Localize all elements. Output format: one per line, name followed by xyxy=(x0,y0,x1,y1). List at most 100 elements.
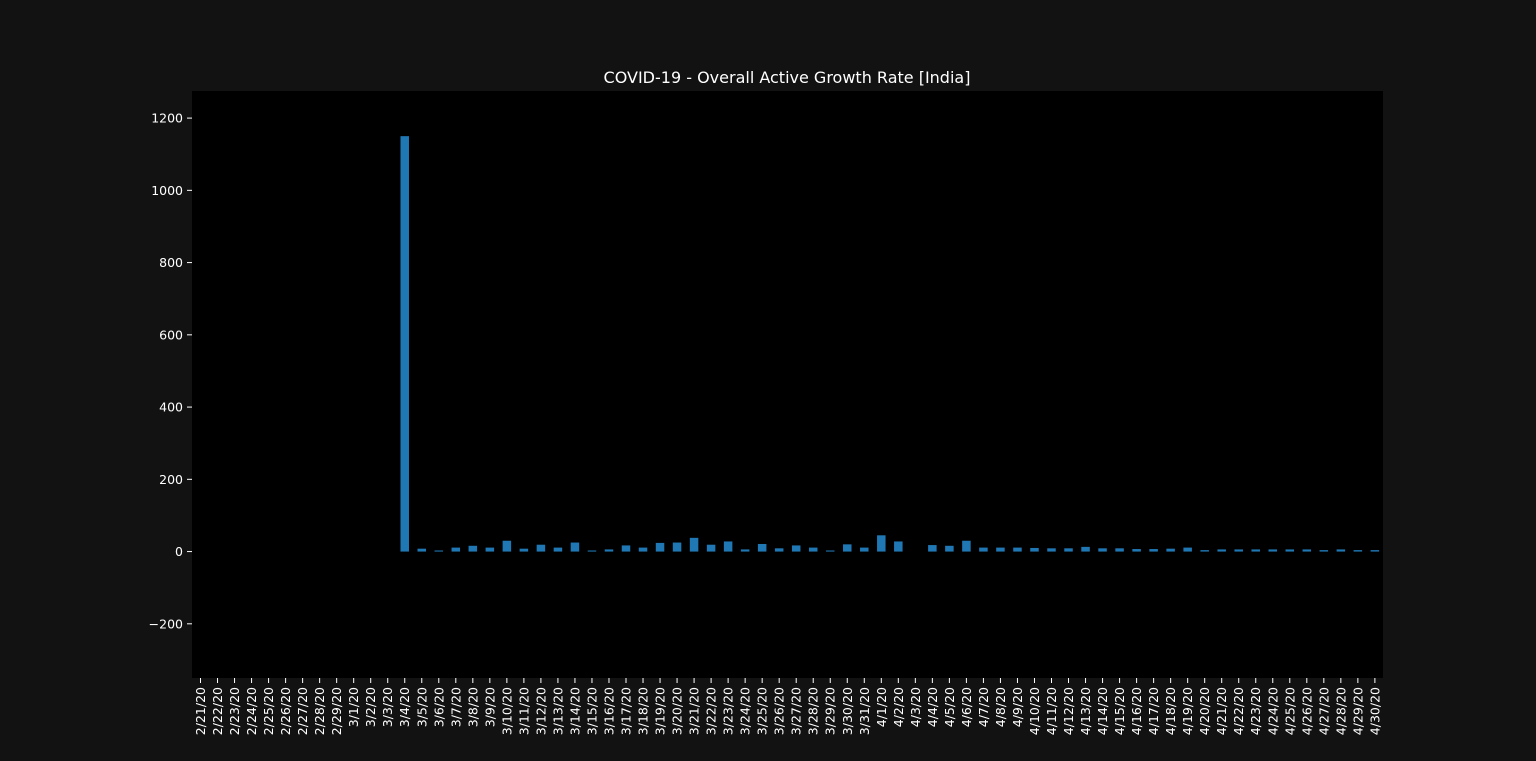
x-axis: 2/21/20 2/22/20 2/23/20 2/24/20 2/25/20 2/26/… xyxy=(193,678,1382,735)
x-tick-label: 3/26/20 xyxy=(772,687,787,735)
bar-4-24-20 xyxy=(1268,549,1278,552)
y-tick-label: 800 xyxy=(159,255,183,270)
x-tick-label: 3/12/20 xyxy=(533,687,548,735)
bar-4-5-20 xyxy=(945,545,954,552)
bar-4-22-20 xyxy=(1234,549,1243,552)
x-tick-label: 2/27/20 xyxy=(295,687,310,735)
x-tick-label: 3/10/20 xyxy=(499,687,514,735)
y-tick-label: 1000 xyxy=(151,183,183,198)
x-tick-label: 3/29/20 xyxy=(823,687,838,735)
x-tick-label: 4/7/20 xyxy=(976,687,991,727)
x-tick-label: 2/22/20 xyxy=(210,687,225,735)
bar-3-10-20 xyxy=(502,540,512,552)
bar-4-9-20 xyxy=(1013,547,1022,552)
bar-4-7-20 xyxy=(979,547,988,552)
x-tick-label: 3/25/20 xyxy=(755,687,770,735)
bar-3-5-20 xyxy=(417,548,427,552)
x-tick-label: 3/21/20 xyxy=(687,687,702,735)
bar-4-4-20 xyxy=(928,545,937,552)
bar-3-27-20 xyxy=(791,545,801,552)
bar-3-14-20 xyxy=(570,542,580,552)
y-tick-label: −200 xyxy=(149,616,183,631)
bars xyxy=(400,136,1380,552)
x-tick-label: 4/1/20 xyxy=(874,687,889,727)
x-tick-label: 4/16/20 xyxy=(1129,687,1144,735)
x-tick-label: 3/27/20 xyxy=(789,687,804,735)
x-tick-label: 3/31/20 xyxy=(857,687,872,735)
x-tick-label: 3/18/20 xyxy=(636,687,651,735)
bar-3-26-20 xyxy=(774,548,784,552)
y-axis: −200 0 200 400 600 800 1000 1200 xyxy=(149,111,192,631)
bar-4-11-20 xyxy=(1047,548,1056,552)
x-tick-label: 4/23/20 xyxy=(1248,687,1263,735)
bar-3-25-20 xyxy=(757,543,767,552)
x-tick-label: 4/19/20 xyxy=(1180,687,1195,735)
bar-3-29-20 xyxy=(825,550,835,552)
bar-3-15-20 xyxy=(587,550,597,552)
x-tick-label: 4/2/20 xyxy=(891,687,906,727)
x-tick-label: 3/5/20 xyxy=(414,687,429,727)
x-tick-label: 4/11/20 xyxy=(1044,687,1059,735)
x-tick-label: 3/11/20 xyxy=(516,687,531,735)
bar-4-10-20 xyxy=(1030,547,1039,552)
x-tick-label: 3/23/20 xyxy=(721,687,736,735)
x-tick-label: 3/3/20 xyxy=(380,687,395,727)
x-tick-label: 3/6/20 xyxy=(431,687,446,727)
bar-3-22-20 xyxy=(706,544,716,552)
bar-3-6-20 xyxy=(434,550,444,552)
bar-4-18-20 xyxy=(1166,548,1175,552)
bar-4-8-20 xyxy=(996,547,1005,552)
x-tick-label: 3/4/20 xyxy=(397,687,412,727)
bar-3-16-20 xyxy=(604,549,614,552)
x-tick-label: 2/24/20 xyxy=(244,687,259,735)
x-tick-label: 3/24/20 xyxy=(738,687,753,735)
x-tick-label: 4/9/20 xyxy=(1010,687,1025,727)
x-tick-label: 3/8/20 xyxy=(465,687,480,727)
bar-4-27-20 xyxy=(1319,550,1329,552)
bar-3-19-20 xyxy=(655,542,665,552)
x-tick-label: 4/24/20 xyxy=(1265,687,1280,735)
chart-title: COVID-19 - Overall Active Growth Rate [I… xyxy=(604,68,971,87)
bar-3-7-20 xyxy=(451,547,461,552)
x-tick-label: 4/3/20 xyxy=(908,687,923,727)
x-tick-label: 3/2/20 xyxy=(363,687,378,727)
bar-3-18-20 xyxy=(638,547,648,552)
plot-area xyxy=(192,91,1383,678)
x-tick-label: 4/25/20 xyxy=(1282,687,1297,735)
x-tick-label: 4/20/20 xyxy=(1197,687,1212,735)
x-tick-label: 3/30/20 xyxy=(840,687,855,735)
bar-4-26-20 xyxy=(1302,549,1312,552)
x-tick-label: 4/29/20 xyxy=(1350,687,1365,735)
bar-3-30-20 xyxy=(843,544,852,552)
bar-4-12-20 xyxy=(1064,548,1073,552)
bar-3-4-20 xyxy=(400,136,409,552)
bar-3-9-20 xyxy=(485,547,495,552)
x-tick-label: 2/23/20 xyxy=(227,687,242,735)
x-tick-label: 2/21/20 xyxy=(193,687,208,735)
x-tick-label: 4/5/20 xyxy=(942,687,957,727)
bar-3-17-20 xyxy=(621,545,631,552)
bar-3-8-20 xyxy=(468,545,478,552)
x-tick-label: 4/13/20 xyxy=(1078,687,1093,735)
bar-4-19-20 xyxy=(1183,547,1192,552)
bar-4-29-20 xyxy=(1353,550,1363,552)
bar-4-17-20 xyxy=(1149,549,1158,552)
y-tick-label: 400 xyxy=(159,400,183,415)
x-tick-label: 4/14/20 xyxy=(1095,687,1110,735)
x-tick-label: 4/8/20 xyxy=(993,687,1008,727)
x-tick-label: 3/13/20 xyxy=(550,687,565,735)
x-tick-label: 2/25/20 xyxy=(261,687,276,735)
x-tick-label: 3/20/20 xyxy=(670,687,685,735)
x-tick-label: 4/4/20 xyxy=(925,687,940,727)
bar-3-20-20 xyxy=(672,542,682,552)
x-tick-label: 3/14/20 xyxy=(567,687,582,735)
x-tick-label: 3/9/20 xyxy=(482,687,497,727)
x-tick-label: 4/15/20 xyxy=(1112,687,1127,735)
bar-4-15-20 xyxy=(1115,548,1124,552)
x-tick-label: 4/18/20 xyxy=(1163,687,1178,735)
y-tick-label: 1200 xyxy=(151,111,183,126)
x-tick-label: 2/29/20 xyxy=(329,687,344,735)
x-tick-label: 3/7/20 xyxy=(448,687,463,727)
x-tick-label: 2/26/20 xyxy=(278,687,293,735)
